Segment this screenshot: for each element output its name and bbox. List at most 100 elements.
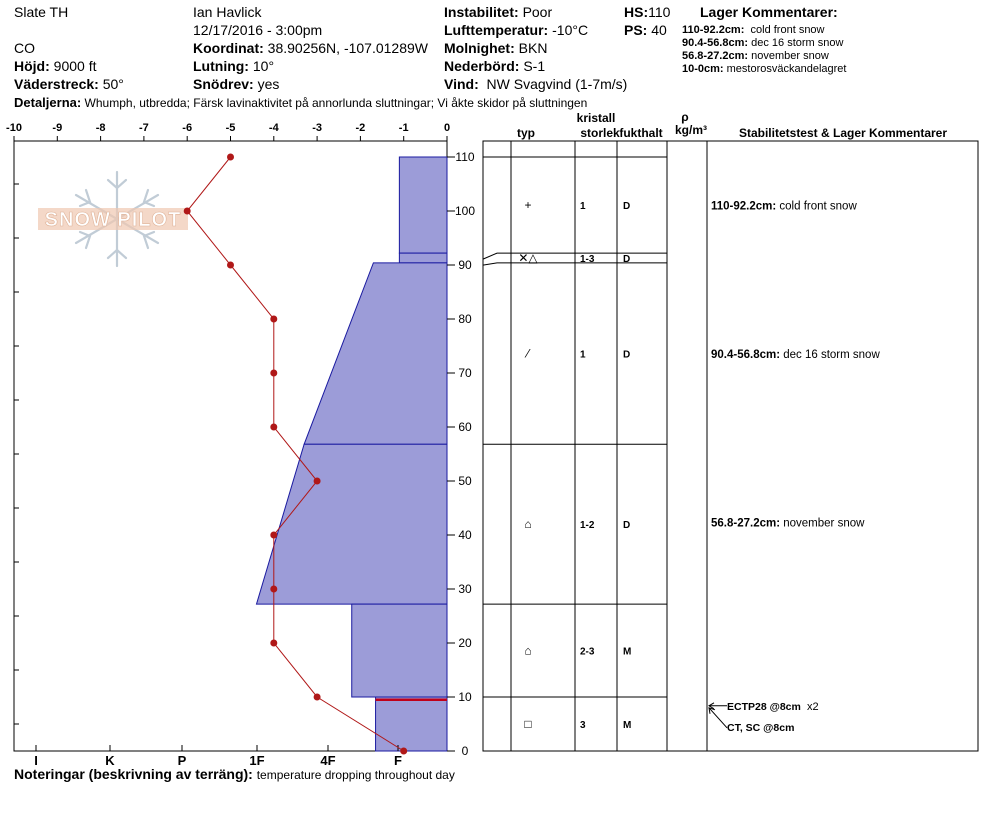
- temp-tick-label: -3: [312, 122, 322, 134]
- stability-arrowhead: [708, 702, 715, 710]
- sky-label: Molnighet:: [444, 40, 515, 56]
- observer: Ian Havlick: [193, 4, 262, 20]
- temp-tick-label: -8: [96, 122, 106, 134]
- stability-arrowhead: [708, 707, 716, 714]
- hardness-tick-label: 4F: [320, 753, 335, 768]
- header-type: typ: [517, 126, 535, 140]
- header-stability: Stabilitetstest & Lager Kommentarer: [739, 126, 947, 140]
- layer-comment-text: november snow: [751, 50, 829, 62]
- height-tick-label: 50: [458, 474, 472, 488]
- height-tick-label: 30: [458, 582, 472, 596]
- temperature-point: [227, 261, 234, 269]
- header-density-unit: kg/m³: [675, 123, 707, 137]
- wind-label: Vind:: [444, 76, 479, 92]
- logo-banner: [38, 208, 188, 230]
- header-size: storlek: [580, 126, 620, 140]
- crystal-type-icon: ⁄: [524, 347, 531, 361]
- hardness-layer: [398, 156, 448, 254]
- layer-notes: 110-92.2cm: cold front snow 90.4-56.8cm: …: [711, 201, 880, 530]
- layer-note: 110-92.2cm: cold front snow: [711, 201, 857, 213]
- aspect-value: 50°: [102, 76, 124, 92]
- coordinates: Koordinat: 38.90256N, -107.01289W: [193, 41, 428, 55]
- layer-comment-1: 110-92.2cm: cold front snow: [682, 25, 825, 36]
- ps-value: 40: [651, 22, 667, 38]
- sky: Molnighet: BKN: [444, 41, 547, 55]
- hardness-tick-label: P: [178, 753, 187, 768]
- layer-comment-range: 56.8-27.2cm:: [682, 50, 749, 62]
- temp-tick-label: 0: [444, 122, 450, 134]
- aspect: Väderstreck: 50°: [14, 77, 124, 91]
- drift-label: Snödrev:: [193, 76, 254, 92]
- notes: Noteringar (beskrivning av terräng): tem…: [14, 767, 455, 781]
- layer-comment-text: cold front snow: [750, 24, 825, 36]
- height-tick-label: 10: [458, 690, 472, 704]
- temp-tick-label: -5: [226, 122, 236, 134]
- stability-tests: ECTP28 @8cm x2 CT, SC @8cm: [708, 701, 819, 734]
- table-rows: +1 D ✕△ 1-3 D ⁄ 1 D ⌂ 1-2 D ⌂ 2-3 M □ 3 M: [518, 198, 631, 731]
- height-tick-label: 70: [458, 366, 472, 380]
- height-tick-label: 110: [455, 150, 474, 164]
- datetime: 12/17/2016 - 3:00pm: [193, 22, 323, 38]
- crystal-size: 1-3: [580, 254, 595, 265]
- details-label: Detaljerna:: [14, 95, 82, 110]
- hs-label: HS:: [624, 4, 649, 20]
- elevation-value: 9000 ft: [53, 58, 97, 74]
- layer-connector: [482, 262, 511, 266]
- air-temp-label: Lufttemperatur:: [444, 22, 549, 38]
- moisture: D: [623, 350, 630, 361]
- temperature-point: [183, 207, 191, 215]
- temperature-point: [270, 315, 278, 323]
- stability-arrow: [708, 707, 728, 729]
- crystal-type-icon: +: [524, 198, 531, 212]
- precip-label: Nederbörd:: [444, 58, 520, 74]
- layer-connector: [482, 252, 511, 260]
- temperature-point: [270, 369, 278, 377]
- crystal-size: 3: [580, 720, 586, 731]
- header-moisture: fukthalt: [619, 126, 662, 140]
- crystal-size: 1: [580, 201, 586, 212]
- height-tick-label: 80: [458, 312, 472, 326]
- moisture: D: [623, 254, 630, 265]
- location: Slate TH: [14, 4, 69, 20]
- layer-note-text: november snow: [780, 518, 865, 530]
- sky-value: BKN: [518, 40, 548, 56]
- wind: Vind: NW Svagvind (1-7m/s): [444, 77, 627, 91]
- layer-note: 56.8-27.2cm: november snow: [711, 518, 865, 530]
- hardness-layer: [303, 262, 448, 445]
- layer-comment-3: 56.8-27.2cm: november snow: [682, 51, 829, 62]
- precip: Nederbörd: S-1: [444, 59, 545, 73]
- temperature-point: [270, 531, 278, 539]
- layer-note-text: dec 16 storm snow: [780, 349, 880, 361]
- crystal-type-icon: ⌂: [524, 517, 531, 531]
- temperature-point: [270, 585, 278, 593]
- details-text: Whumph, utbredda; Färsk lavinaktivitet p…: [84, 96, 588, 110]
- layer-comment-text: dec 16 storm snow: [751, 37, 844, 49]
- temp-tick-label: -4: [269, 122, 280, 134]
- slope-value: 10°: [252, 58, 275, 74]
- stability-test-1-extra: x2: [807, 701, 819, 713]
- layer-comment-text: mestorosväckandelagret: [726, 63, 847, 75]
- air-temp-value: -10°C: [552, 22, 589, 38]
- elevation: Höjd: 9000 ft: [14, 59, 96, 73]
- ps: PS: 40: [624, 23, 667, 37]
- height-tick-label: 20: [458, 636, 472, 650]
- temperature-point: [400, 747, 408, 755]
- layer-note-text: cold front snow: [776, 201, 857, 213]
- layer-note-range: 110-92.2cm:: [711, 201, 776, 213]
- hardness-tick-label: F: [394, 753, 402, 768]
- elevation-label: Höjd:: [14, 58, 50, 74]
- stability-test-1: ECTP28 @8cm: [727, 701, 801, 713]
- hardness-tick-label: 1F: [249, 753, 264, 768]
- layer-note-range: 56.8-27.2cm:: [711, 518, 780, 530]
- coordinates-label: Koordinat:: [193, 40, 264, 56]
- moisture: D: [623, 201, 630, 212]
- notes-label: Noteringar (beskrivning av terräng):: [14, 766, 253, 782]
- logo-text: SNOW PILOT: [45, 209, 182, 231]
- table-grid: [482, 141, 708, 751]
- layer-comment-range: 10-0cm:: [682, 63, 724, 75]
- hs-value: 110: [648, 4, 671, 20]
- temperature-point: [270, 639, 278, 647]
- temperature-points: [183, 153, 408, 755]
- coordinates-value: 38.90256N, -107.01289W: [267, 40, 428, 56]
